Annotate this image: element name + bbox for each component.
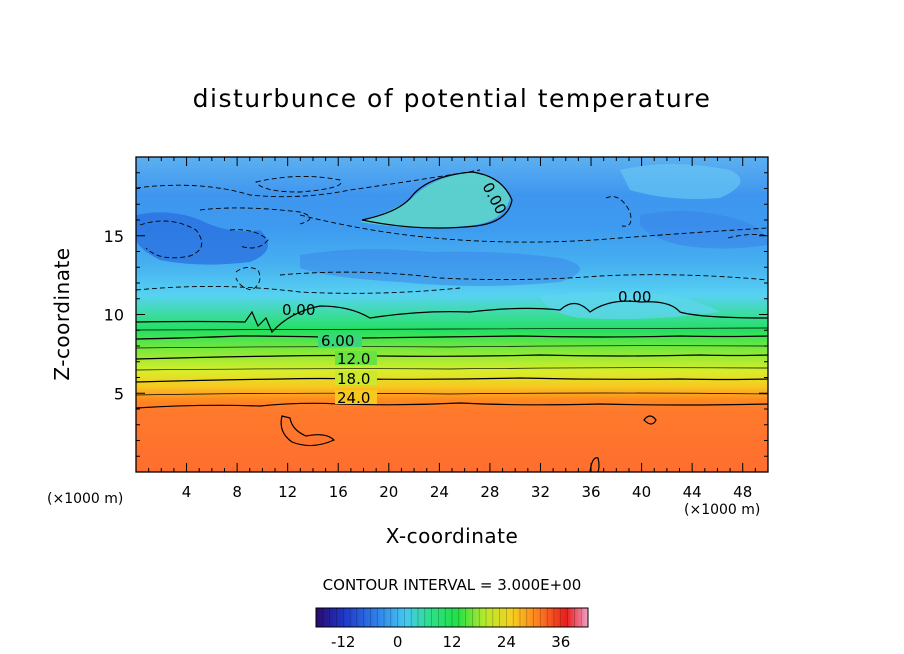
x-unit-right: (×1000 m) [684, 502, 761, 518]
x-axis-label: X-coordinate [385, 524, 519, 548]
contour-18 [136, 377, 768, 383]
contour-neg-left-2 [199, 207, 311, 225]
y-axis-ticks: 5 10 15 [104, 172, 768, 457]
contour-label-24: 24.0 [337, 389, 370, 407]
contour-interval-text: CONTOUR INTERVAL = 3.000E+00 [322, 576, 582, 594]
contour-neg-right-2 [727, 233, 768, 239]
colorbar-tick-label: 0 [393, 633, 403, 651]
x-unit-left: (×1000 m) [47, 491, 124, 507]
colorbar-ticks: -12 0 12 24 36 [331, 633, 570, 651]
x-tick-label: 20 [379, 483, 398, 501]
contour-thin-2 [136, 367, 768, 371]
x-tick-label: 44 [683, 483, 702, 501]
cool-patch-right [640, 211, 768, 249]
x-axis-ticks: 4 8 12 16 20 24 28 32 36 40 44 48 [148, 157, 756, 501]
x-tick-label: 12 [278, 483, 297, 501]
cool-patch-upper-left [136, 212, 268, 265]
colorbar-bar [315, 607, 589, 628]
x-tick-label: 24 [430, 483, 449, 501]
contour-lower-blob [280, 415, 336, 447]
colorbar-tick-label: 36 [551, 633, 570, 651]
contour-label-18: 18.0 [337, 370, 370, 388]
colorbar-divisions [315, 608, 589, 627]
contour-label-12: 12.0 [337, 350, 370, 368]
contour-neg-left-1 [139, 220, 203, 259]
colorbar-tick-label: 12 [442, 633, 461, 651]
contour-label-6: 6.00 [321, 332, 354, 350]
cool-patch-center [300, 249, 580, 286]
contour-thin-3 [136, 345, 768, 349]
field-features [136, 164, 768, 472]
light-patch-upper-right [620, 164, 741, 199]
chart-title: disturbunce of potential temperature [192, 84, 712, 113]
light-patch-right-mid [540, 292, 720, 320]
contour-6 [136, 335, 768, 340]
colorbar-tick-label: 24 [497, 633, 516, 651]
contour-neg-upper-band [136, 169, 481, 198]
x-tick-label: 16 [329, 483, 348, 501]
contour-neg-left-3 [229, 229, 269, 249]
x-tick-label: 4 [182, 483, 192, 501]
contour-0-upper [361, 171, 513, 229]
contour-label-0-right: 0.00 [618, 288, 651, 306]
x-tick-label: 8 [232, 483, 242, 501]
contour-neg-top-ellipse [255, 176, 342, 193]
contour-0-lower [136, 300, 768, 334]
x-tick-label: 48 [733, 483, 752, 501]
colorbar-tick-label: -12 [331, 633, 356, 651]
y-tick-label: 10 [104, 306, 124, 325]
contour-12 [136, 354, 768, 360]
contour-label-0-lower: 0.00 [282, 301, 315, 319]
x-tick-label: 28 [480, 483, 499, 501]
contour-neg-lower-band-2 [136, 285, 461, 294]
contour-thin-1 [136, 392, 768, 396]
contour-neg-mid-band [299, 214, 768, 243]
contour-neg-lower-band [279, 271, 768, 281]
x-tick-label: 40 [632, 483, 651, 501]
x-tick-label: 32 [531, 483, 550, 501]
contour-24 [136, 402, 768, 409]
y-axis-label: Z-coordinate [50, 247, 74, 381]
warm-anomaly-patch [360, 172, 510, 228]
contour-neg-swirl [235, 267, 261, 291]
contour-thin-4 [136, 327, 768, 331]
colorbar: -12 0 12 24 36 [315, 607, 589, 651]
contour-small-loop-1 [643, 415, 657, 425]
y-tick-label: 5 [114, 384, 124, 403]
x-tick-label: 36 [581, 483, 600, 501]
y-tick-label: 15 [104, 227, 124, 246]
